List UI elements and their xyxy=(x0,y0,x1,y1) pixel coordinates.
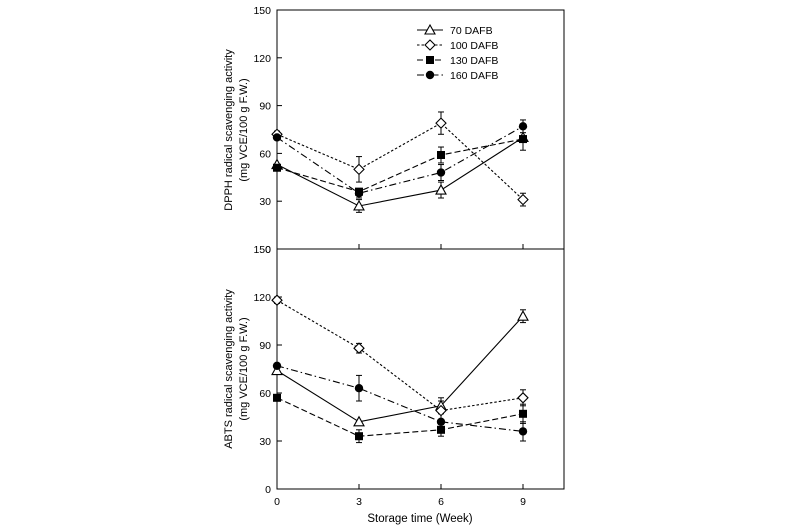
dpph-point-70-dafb-week-6 xyxy=(435,183,447,195)
abts-point-160-dafb-week-0 xyxy=(272,361,282,370)
legend-label-100-dafb: 100 DAFB xyxy=(450,40,498,52)
dpph-point-160-dafb-week-3 xyxy=(354,189,364,198)
abts-point-100-dafb-week-0 xyxy=(271,294,283,306)
abts-point-100-dafb-week-6 xyxy=(435,404,447,417)
abts-ytick-label: 120 xyxy=(253,292,271,304)
dpph-ylabel-line2: (mg VCE/100 g F.W.) xyxy=(238,78,250,181)
dpph-ytick-label: 150 xyxy=(253,5,271,17)
dpph-ytick-label: 120 xyxy=(253,53,271,65)
legend-marker-130-dafb xyxy=(426,56,434,64)
abts-xtick-label: 0 xyxy=(274,496,280,508)
abts-ytick-label: 0 xyxy=(265,484,271,496)
x-axis-title: Storage time (Week) xyxy=(367,513,472,525)
abts-point-100-dafb-week-3 xyxy=(353,342,365,354)
legend: 70 DAFB 100 DAFB 130 DAFB 160 DAFB xyxy=(417,23,498,82)
dpph-point-100-dafb-week-6 xyxy=(435,117,447,129)
dpph-point-160-dafb-week-9 xyxy=(518,122,528,131)
abts-point-130-dafb-week-6 xyxy=(437,425,445,434)
dpph-ytick-label: 90 xyxy=(259,101,271,113)
legend-entry-130-dafb: 130 DAFB xyxy=(417,55,498,67)
abts-series-line-100-dafb xyxy=(276,299,524,412)
abts-point-160-dafb-week-9 xyxy=(518,427,528,436)
legend-marker-160-dafb xyxy=(425,70,435,80)
dpph-ytick-label: 0 xyxy=(265,244,271,256)
dpph-ytick-label: 30 xyxy=(259,196,271,208)
abts-point-130-dafb-week-0 xyxy=(273,393,281,402)
legend-entry-70-dafb: 70 DAFB xyxy=(417,23,493,37)
abts-point-130-dafb-week-3 xyxy=(355,432,363,441)
abts-ytick-label: 60 xyxy=(259,388,271,400)
legend-marker-100-dafb xyxy=(424,39,436,51)
dpph-point-130-dafb-week-9 xyxy=(519,135,527,144)
abts-ylabel-line1: ABTS radical scavenging activity xyxy=(223,289,235,449)
dpph-series-line-160-dafb xyxy=(276,125,524,194)
legend-marker-160-dafb xyxy=(425,70,435,80)
abts-xtick-label: 9 xyxy=(520,496,526,508)
abts-point-70-dafb-week-3 xyxy=(353,415,365,427)
legend-marker-100-dafb xyxy=(424,39,436,51)
dpph-point-160-dafb-week-6 xyxy=(436,168,446,177)
abts-point-70-dafb-week-9 xyxy=(517,310,529,321)
dpph-ylabel-line1: DPPH radical scavenging activity xyxy=(223,49,235,211)
legend-marker-70-dafb xyxy=(424,23,436,35)
legend-marker-70-dafb xyxy=(424,23,436,35)
dpph-point-100-dafb-week-9 xyxy=(517,193,529,206)
dpph-point-130-dafb-week-0 xyxy=(273,163,281,172)
abts-series-line-70-dafb xyxy=(276,315,524,423)
abts-ytick-label: 30 xyxy=(259,436,271,448)
abts-point-160-dafb-week-6 xyxy=(436,417,446,426)
dpph-point-100-dafb-week-3 xyxy=(353,163,365,176)
abts-point-160-dafb-week-3 xyxy=(354,384,364,393)
dpph-point-130-dafb-week-6 xyxy=(437,150,445,159)
abts-ytick-label: 150 xyxy=(253,244,271,256)
abts-point-130-dafb-week-9 xyxy=(519,409,527,418)
abts-point-100-dafb-week-9 xyxy=(517,392,529,404)
abts-plot-frame xyxy=(276,248,565,490)
legend-label-70-dafb: 70 DAFB xyxy=(450,25,493,37)
legend-marker-130-dafb xyxy=(426,56,434,64)
legend-entry-100-dafb: 100 DAFB xyxy=(417,39,498,52)
dpph-series-line-70-dafb xyxy=(276,137,524,207)
dpph-series-line-130-dafb xyxy=(276,138,524,193)
abts-xtick-label: 3 xyxy=(356,496,362,508)
abts-ytick-label: 90 xyxy=(259,340,271,352)
dpph-plot-area: 0 30 60 90 120 150 xyxy=(253,5,529,256)
dpph-series-line-100-dafb xyxy=(276,122,524,201)
abts-xtick-label: 6 xyxy=(438,496,444,508)
dpph-point-160-dafb-week-0 xyxy=(272,133,282,142)
abts-series-line-130-dafb xyxy=(276,397,524,437)
dpph-point-70-dafb-week-3 xyxy=(353,199,365,211)
legend-label-130-dafb: 130 DAFB xyxy=(450,55,498,67)
abts-ylabel-line2: (mg VCE/100 g F.W.) xyxy=(238,317,250,420)
legend-label-160-dafb: 160 DAFB xyxy=(450,70,498,82)
dpph-ytick-label: 60 xyxy=(259,148,271,160)
legend-entry-160-dafb: 160 DAFB xyxy=(417,70,498,82)
abts-point-70-dafb-week-0 xyxy=(271,364,283,376)
